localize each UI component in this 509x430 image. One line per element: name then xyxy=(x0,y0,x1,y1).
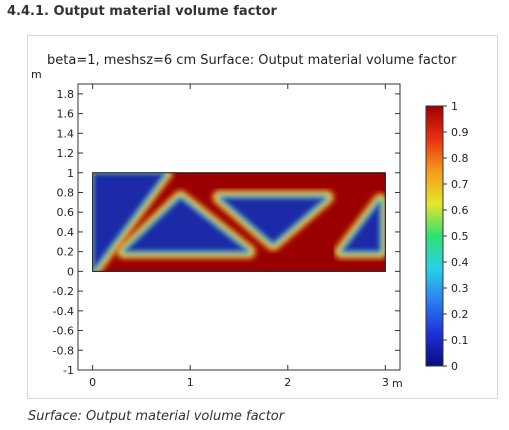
colorbar-tick-label: 0.6 xyxy=(451,204,469,217)
y-tick-label: 0.2 xyxy=(57,246,75,259)
y-tick-label: -0.8 xyxy=(53,344,74,357)
colorbar-tick-label: 0.8 xyxy=(451,152,469,165)
void-center-right-triangle xyxy=(212,190,334,251)
x-tick-label: 2 xyxy=(284,376,291,389)
plot-title: beta=1, meshsz=6 cm Surface: Output mate… xyxy=(47,53,457,68)
y-tick-label: -1 xyxy=(63,364,74,377)
colorbar-tick-label: 0.4 xyxy=(451,256,469,269)
y-unit-label: m xyxy=(31,68,42,81)
y-tick-label: 0.4 xyxy=(57,226,75,239)
x-tick-label: 0 xyxy=(89,376,96,389)
y-tick-label: -0.4 xyxy=(53,305,74,318)
colorbar-tick-label: 0.1 xyxy=(451,334,469,347)
y-tick-label: 0.8 xyxy=(57,186,75,199)
void-left-triangle xyxy=(92,172,173,272)
colorbar-tick-label: 1 xyxy=(451,100,458,113)
surface-plot: beta=1, meshsz=6 cm Surface: Output mate… xyxy=(31,53,469,390)
colorbar-tick-label: 0.7 xyxy=(451,178,469,191)
axes: 1.8 1.6 1.4 1.2 1 0.8 0.6 0.4 0.2 0 -0.2 -0.4 -0.6 -0… xyxy=(53,84,400,389)
y-tick-label: 1.4 xyxy=(57,127,75,140)
plot-figure: beta=1, meshsz=6 cm Surface: Output mate… xyxy=(27,35,498,399)
void-right-triangle xyxy=(334,193,386,259)
x-tick-label: 3 xyxy=(382,376,389,389)
y-tick-label: 1 xyxy=(67,167,74,180)
domain-outline xyxy=(92,172,386,272)
colorbar-tick-label: 0.3 xyxy=(451,282,469,295)
colorbar-tick-label: 0 xyxy=(451,360,458,373)
y-tick-label: 1.2 xyxy=(57,147,75,160)
y-tick-label: -0.2 xyxy=(53,285,74,298)
section-heading: 4.4.1. Output material volume factor xyxy=(7,4,277,19)
surface-field xyxy=(92,172,386,272)
y-tick-label: 0.6 xyxy=(57,206,75,219)
colorbar-tick-label: 0.2 xyxy=(451,308,469,321)
colorbar-scale xyxy=(425,105,444,367)
y-tick-label: -0.6 xyxy=(53,325,74,338)
y-tick-label: 1.8 xyxy=(57,88,75,101)
y-tick-label: 1.6 xyxy=(57,108,75,121)
colorbar-tick-label: 0.5 xyxy=(451,230,469,243)
colorbar: 1 0.9 0.8 0.7 0.6 0.5 0.4 0.3 0.2 0.1 0 xyxy=(425,100,469,373)
colorbar-tick-label: 0.9 xyxy=(451,126,469,139)
void-center-left-triangle xyxy=(116,190,256,259)
plot-frame xyxy=(77,83,401,371)
y-tick-label: 0 xyxy=(67,265,74,278)
x-unit-label: m xyxy=(392,377,403,390)
figure-caption: Surface: Output material volume factor xyxy=(28,409,285,424)
x-tick-label: 1 xyxy=(187,376,194,389)
